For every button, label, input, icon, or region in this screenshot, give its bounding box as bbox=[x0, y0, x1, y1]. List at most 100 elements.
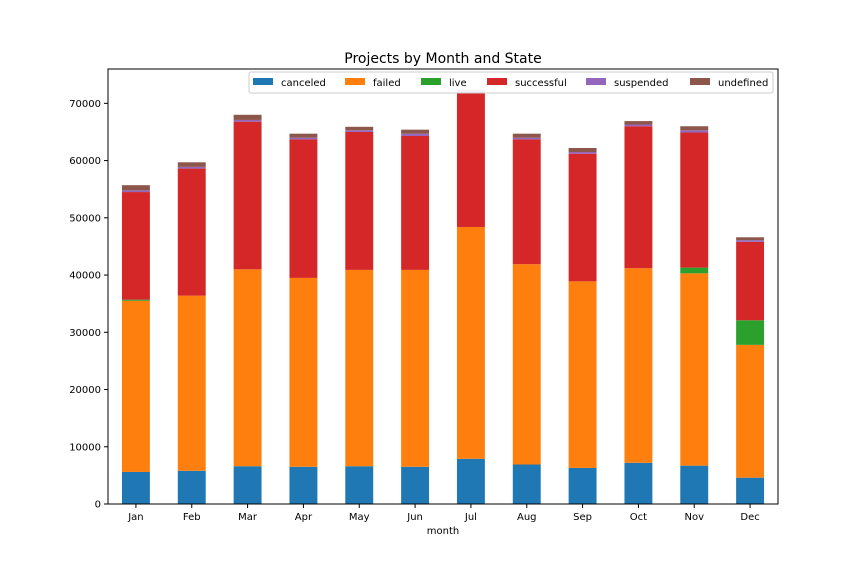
bar-segment-canceled-sep bbox=[568, 467, 597, 504]
bar-segment-live-nov bbox=[680, 267, 709, 274]
bar-segment-suspended-nov bbox=[680, 130, 709, 133]
bar-segment-successful-jul bbox=[456, 92, 485, 227]
bar-segment-successful-jan bbox=[121, 192, 150, 300]
bar-segment-suspended-sep bbox=[568, 151, 597, 154]
y-tick-label: 20000 bbox=[69, 385, 101, 396]
legend-swatch-successful bbox=[487, 78, 507, 85]
bar-segment-canceled-jun bbox=[401, 466, 430, 504]
legend-label-failed: failed bbox=[373, 78, 401, 89]
bar-segment-undefined-oct bbox=[624, 121, 653, 125]
bar-segment-failed-apr bbox=[289, 277, 318, 467]
bar-segment-canceled-jul bbox=[456, 458, 485, 504]
x-tick-label: Mar bbox=[238, 512, 258, 523]
bar-segment-successful-feb bbox=[177, 168, 206, 296]
bar-segment-live-jan bbox=[121, 299, 150, 301]
y-tick-label: 40000 bbox=[69, 271, 101, 282]
bar-segment-suspended-apr bbox=[289, 137, 318, 140]
bar-segment-failed-feb bbox=[177, 295, 206, 471]
bar-segment-successful-may bbox=[345, 131, 374, 270]
ticks-layer: 0 10000 20000 30000 40000 50000 60000 70000 Jan F… bbox=[69, 99, 760, 523]
x-tick-label: Feb bbox=[183, 512, 201, 523]
bar-segment-canceled-nov bbox=[680, 465, 709, 504]
y-tick-label: 70000 bbox=[69, 99, 101, 110]
x-tick-label: Nov bbox=[684, 512, 704, 523]
bar-segment-suspended-mar bbox=[233, 119, 262, 122]
bar-segment-suspended-jun bbox=[401, 133, 430, 136]
axes-layer bbox=[107, 68, 779, 505]
bar-segment-canceled-oct bbox=[624, 462, 653, 504]
legend-swatch-canceled bbox=[253, 78, 273, 85]
bar-segment-suspended-feb bbox=[177, 166, 206, 169]
bar-segment-undefined-jun bbox=[401, 129, 430, 134]
bar-segment-canceled-jan bbox=[121, 471, 150, 504]
x-tick-label: May bbox=[349, 512, 370, 523]
bar-segment-failed-jan bbox=[121, 300, 150, 472]
y-tick-label: 30000 bbox=[69, 328, 101, 339]
legend: canceled failed live successful suspended und… bbox=[248, 71, 774, 94]
bar-segment-failed-mar bbox=[233, 269, 262, 467]
legend-swatch-undefined bbox=[690, 78, 710, 85]
bar-segment-suspended-dec bbox=[736, 240, 765, 242]
bar-segment-undefined-may bbox=[345, 126, 374, 131]
bar-segment-failed-oct bbox=[624, 268, 653, 463]
bar-segment-successful-sep bbox=[568, 153, 597, 282]
bar-segment-canceled-mar bbox=[233, 466, 262, 504]
y-tick-label: 10000 bbox=[69, 442, 101, 453]
x-tick-label: Jan bbox=[127, 512, 143, 523]
bar-segment-successful-oct bbox=[624, 126, 653, 269]
bar-segment-failed-nov bbox=[680, 273, 709, 466]
bar-segment-canceled-dec bbox=[736, 477, 765, 504]
bar-segment-successful-apr bbox=[289, 139, 318, 278]
bar-segment-suspended-aug bbox=[512, 137, 541, 140]
bar-segment-undefined-mar bbox=[233, 114, 262, 120]
bar-segment-live-dec bbox=[736, 320, 765, 345]
bar-segment-failed-dec bbox=[736, 344, 765, 478]
bar-segment-failed-jul bbox=[456, 226, 485, 459]
bar-segment-failed-jun bbox=[401, 269, 430, 467]
bar-segment-failed-sep bbox=[568, 281, 597, 468]
y-tick-label: 50000 bbox=[69, 213, 101, 224]
x-tick-label: Jul bbox=[464, 512, 477, 523]
bar-segment-undefined-sep bbox=[568, 147, 597, 152]
bar-segment-suspended-may bbox=[345, 130, 374, 132]
bar-segment-undefined-jan bbox=[121, 185, 150, 191]
legend-label-undefined: undefined bbox=[718, 78, 768, 89]
bar-segment-successful-aug bbox=[512, 139, 541, 265]
x-tick-label: Jun bbox=[406, 512, 423, 523]
legend-label-canceled: canceled bbox=[281, 78, 326, 89]
bar-segment-canceled-feb bbox=[177, 470, 206, 504]
legend-box bbox=[248, 71, 774, 94]
bar-segment-canceled-may bbox=[345, 466, 374, 504]
x-axis-label: month bbox=[427, 526, 459, 537]
legend-label-successful: successful bbox=[515, 78, 567, 89]
legend-swatch-failed bbox=[345, 78, 365, 85]
legend-label-suspended: suspended bbox=[614, 78, 668, 89]
bar-segment-failed-may bbox=[345, 269, 374, 467]
x-tick-label: Sep bbox=[573, 512, 592, 523]
plot-frame bbox=[107, 68, 779, 505]
x-tick-label: Oct bbox=[630, 512, 647, 523]
bar-segment-successful-nov bbox=[680, 132, 709, 268]
x-tick-label: Aug bbox=[517, 512, 537, 523]
bar-segment-failed-aug bbox=[512, 264, 541, 465]
legend-label-live: live bbox=[449, 78, 467, 89]
legend-swatch-live bbox=[421, 78, 441, 85]
legend-swatch-suspended bbox=[586, 78, 606, 85]
bar-segment-undefined-apr bbox=[289, 133, 318, 138]
bar-segment-suspended-jan bbox=[121, 190, 150, 193]
bar-segment-suspended-oct bbox=[624, 124, 653, 127]
bar-segment-canceled-apr bbox=[289, 466, 318, 504]
bar-segment-undefined-nov bbox=[680, 126, 709, 131]
y-tick-label: 0 bbox=[95, 500, 101, 511]
bars-layer bbox=[121, 89, 765, 504]
bar-segment-successful-mar bbox=[233, 121, 262, 270]
bar-segment-successful-dec bbox=[736, 241, 765, 321]
bar-segment-successful-jun bbox=[401, 135, 430, 270]
bar-segment-canceled-aug bbox=[512, 464, 541, 504]
bar-segment-undefined-aug bbox=[512, 133, 541, 138]
bar-segment-undefined-dec bbox=[736, 237, 765, 241]
y-tick-label: 60000 bbox=[69, 156, 101, 167]
x-tick-label: Dec bbox=[740, 512, 759, 523]
